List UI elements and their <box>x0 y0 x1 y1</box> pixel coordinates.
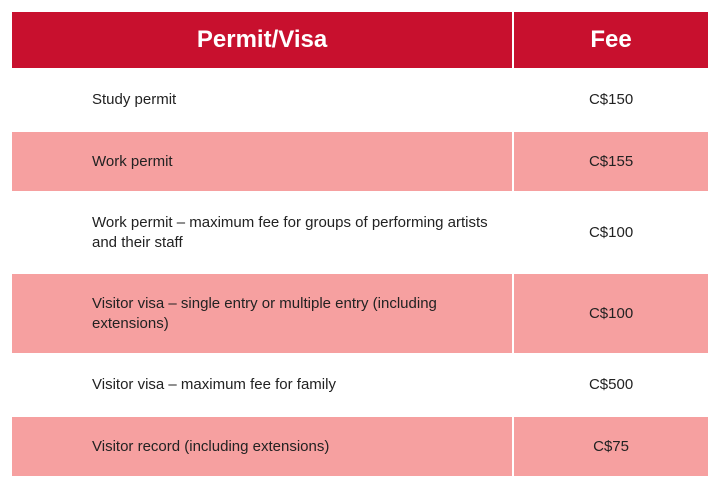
permit-fee-table: Permit/Visa Fee Study permit C$150 Work … <box>12 12 708 476</box>
table-body: Study permit C$150 Work permit C$155 Wor… <box>12 69 708 476</box>
permit-cell: Visitor visa – maximum fee for family <box>12 354 513 416</box>
fee-cell: C$150 <box>513 69 708 131</box>
permit-cell: Study permit <box>12 69 513 131</box>
fee-cell: C$500 <box>513 354 708 416</box>
permit-cell: Work permit <box>12 131 513 193</box>
column-header-permit: Permit/Visa <box>12 12 513 69</box>
permit-cell: Visitor visa – single entry or multiple … <box>12 273 513 354</box>
table-row: Work permit – maximum fee for groups of … <box>12 192 708 273</box>
table-row: Visitor visa – maximum fee for family C$… <box>12 354 708 416</box>
fee-cell: C$155 <box>513 131 708 193</box>
permit-cell: Visitor record (including extensions) <box>12 416 513 477</box>
fee-cell: C$100 <box>513 192 708 273</box>
permit-cell: Work permit – maximum fee for groups of … <box>12 192 513 273</box>
table-header-row: Permit/Visa Fee <box>12 12 708 69</box>
table-row: Visitor record (including extensions) C$… <box>12 416 708 477</box>
fee-cell: C$75 <box>513 416 708 477</box>
column-header-fee: Fee <box>513 12 708 69</box>
table-row: Work permit C$155 <box>12 131 708 193</box>
fee-cell: C$100 <box>513 273 708 354</box>
table-row: Study permit C$150 <box>12 69 708 131</box>
table-row: Visitor visa – single entry or multiple … <box>12 273 708 354</box>
